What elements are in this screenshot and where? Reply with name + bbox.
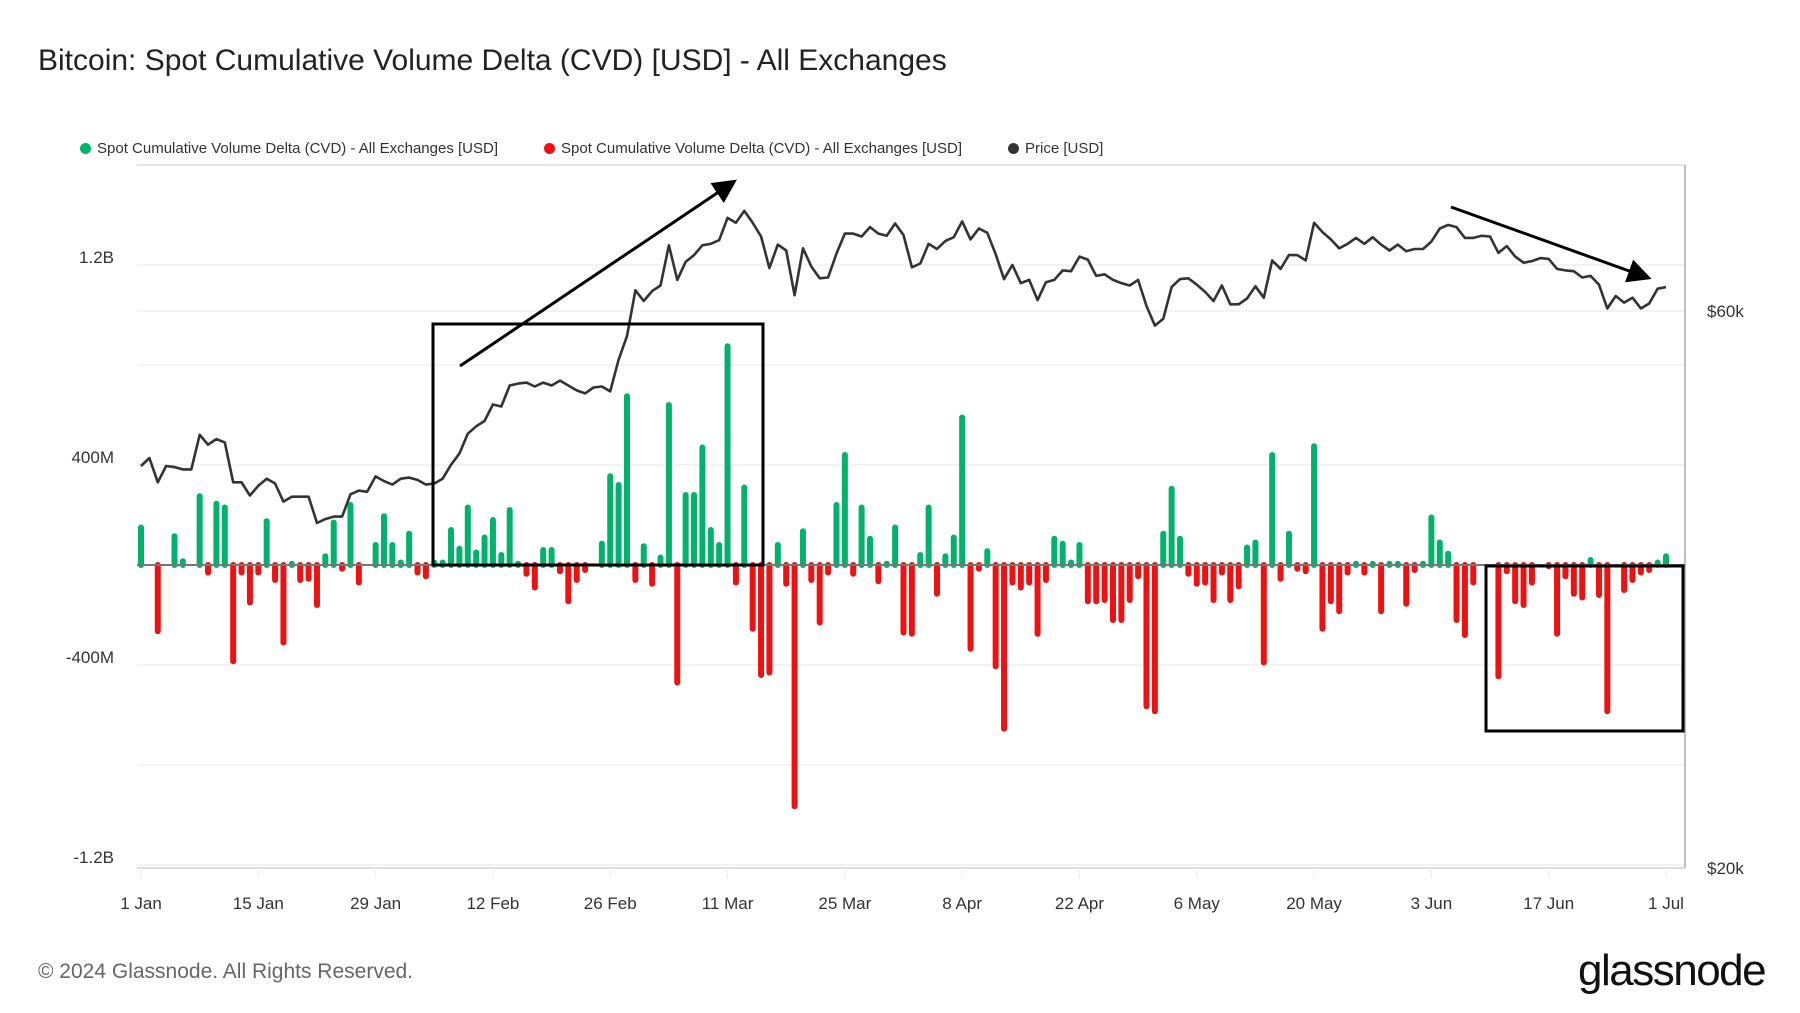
- x-tick-label: 25 Mar: [818, 894, 871, 913]
- y-right-tick-label: $60k: [1707, 302, 1744, 321]
- chart-title: Bitcoin: Spot Cumulative Volume Delta (C…: [38, 44, 947, 77]
- x-tick-label: 1 Jan: [120, 894, 162, 913]
- x-tick-label: 29 Jan: [350, 894, 401, 913]
- legend-item-cvd-positive[interactable]: Spot Cumulative Volume Delta (CVD) - All…: [80, 140, 498, 157]
- legend-label: Spot Cumulative Volume Delta (CVD) - All…: [97, 140, 498, 157]
- y-left-tick-label: -1.2B: [73, 848, 114, 867]
- cvd-bars: [138, 343, 1669, 810]
- red-dot-icon: [544, 143, 555, 154]
- x-tick-label: 8 Apr: [942, 894, 982, 913]
- legend-item-cvd-negative[interactable]: Spot Cumulative Volume Delta (CVD) - All…: [544, 140, 962, 157]
- annotation-box-accumulation: [431, 322, 765, 567]
- y-left-tick-label: -400M: [66, 648, 114, 667]
- x-tick-label: 20 May: [1286, 894, 1342, 913]
- x-tick-label: 6 May: [1174, 894, 1221, 913]
- x-tick-label: 26 Feb: [584, 894, 637, 913]
- copyright-footer: © 2024 Glassnode. All Rights Reserved.: [38, 960, 414, 983]
- legend-item-price[interactable]: Price [USD]: [1008, 140, 1103, 157]
- x-tick-label: 22 Apr: [1055, 894, 1104, 913]
- x-tick-label: 1 Jul: [1648, 894, 1684, 913]
- y-left-tick-label: 1.2B: [79, 248, 114, 267]
- annotation-arrow-down: [1450, 205, 1652, 283]
- axis-ticks: 1.2B 400M -400M -1.2B $60k $20k 1 Jan 15 Jan 29 …: [66, 248, 1745, 913]
- legend: Spot Cumulative Volume Delta (CVD) - All…: [80, 140, 1103, 157]
- x-tick-label: 15 Jan: [233, 894, 284, 913]
- x-tick-label: 17 Jun: [1523, 894, 1574, 913]
- glassnode-logo: glassnode: [1578, 946, 1767, 995]
- x-tick-label: 11 Mar: [702, 894, 754, 913]
- y-left-tick-label: 400M: [71, 448, 114, 467]
- annotation-arrow-up: [459, 179, 737, 368]
- x-tick-label: 3 Jun: [1411, 894, 1453, 913]
- dark-dot-icon: [1008, 143, 1019, 154]
- legend-label: Spot Cumulative Volume Delta (CVD) - All…: [561, 140, 962, 157]
- gridlines: [137, 264, 1685, 866]
- price-line: [140, 209, 1667, 525]
- annotation-box-distribution: [1484, 564, 1685, 733]
- y-right-tick-label: $20k: [1707, 859, 1744, 878]
- green-dot-icon: [80, 143, 91, 154]
- legend-label: Price [USD]: [1025, 140, 1104, 157]
- x-tick-label: 12 Feb: [466, 894, 519, 913]
